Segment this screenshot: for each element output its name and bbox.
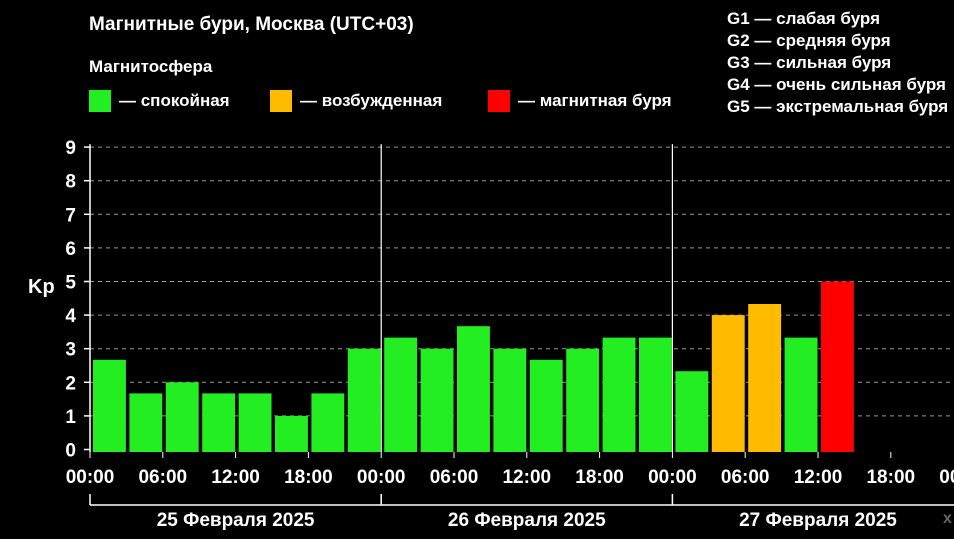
y-tick-label: 6 xyxy=(65,239,76,260)
x-tick-label: 00:00 xyxy=(66,467,115,488)
kp-bar xyxy=(202,393,236,452)
g-scale-g5: G5 — экстремальная буря xyxy=(727,97,949,116)
x-tick-label: 18:00 xyxy=(284,467,333,488)
kp-bar xyxy=(639,337,672,452)
legend-label-storm: — магнитная буря xyxy=(518,91,672,110)
kp-bar xyxy=(602,337,636,452)
y-axis-label: Kp xyxy=(28,276,55,298)
kp-bar xyxy=(748,304,782,452)
y-tick-label: 1 xyxy=(65,407,76,428)
kp-bar xyxy=(493,348,527,452)
legend-label-calm: — спокойная xyxy=(119,91,230,110)
legend-item-active: — возбужденная xyxy=(270,89,442,113)
corner-mark: x xyxy=(943,510,952,527)
kp-bar xyxy=(711,315,745,452)
x-tick-label: 12:00 xyxy=(211,467,260,488)
kp-bar xyxy=(311,393,345,452)
kp-bar xyxy=(675,371,709,452)
kp-bar xyxy=(384,337,418,452)
x-tick-label: 18:00 xyxy=(575,467,624,488)
x-tick-label: 06:00 xyxy=(721,467,770,488)
legend-swatch-calm xyxy=(89,90,111,112)
kp-bar xyxy=(529,359,563,452)
y-tick-label: 9 xyxy=(65,138,76,159)
x-tick-label: 12:00 xyxy=(794,467,843,488)
kp-bar xyxy=(275,415,308,452)
legend-label-active: — возбужденная xyxy=(300,91,443,110)
y-tick-label: 0 xyxy=(65,441,76,462)
kp-bar xyxy=(566,348,600,452)
legend-title: Магнитосфера xyxy=(89,57,213,76)
x-tick-label: 00:00 xyxy=(648,467,697,488)
legend-swatch-active xyxy=(270,90,292,112)
day-label: 27 Февраля 2025 xyxy=(739,510,897,531)
chart-title: Магнитные бури, Москва (UTC+03) xyxy=(89,14,414,35)
y-tick-label: 7 xyxy=(65,205,76,226)
x-tick-label: 18:00 xyxy=(866,467,915,488)
x-tick-label: 00:00 xyxy=(357,467,406,488)
x-tick-label: 12:00 xyxy=(502,467,551,488)
g-scale-g1: G1 — слабая буря xyxy=(727,9,881,28)
legend-item-calm: — спокойная xyxy=(89,89,230,113)
kp-bar xyxy=(457,326,490,452)
y-tick-label: 2 xyxy=(65,373,76,394)
kp-bar xyxy=(93,359,126,452)
x-tick-label: 06:00 xyxy=(138,467,187,488)
day-label: 26 Февраля 2025 xyxy=(448,510,606,531)
legend-item-storm: — магнитная буря xyxy=(488,89,672,113)
y-tick-label: 3 xyxy=(65,340,76,361)
legend-swatch-storm xyxy=(488,90,510,112)
kp-bar xyxy=(420,348,454,452)
kp-bar xyxy=(784,337,818,452)
kp-bar xyxy=(165,382,199,452)
g-scale-g4: G4 — очень сильная буря xyxy=(727,75,946,94)
g-scale-g3: G3 — сильная буря xyxy=(727,53,892,72)
day-label: 25 Февраля 2025 xyxy=(157,510,315,531)
kp-bar xyxy=(347,348,381,452)
kp-bar xyxy=(129,393,163,452)
kp-bar xyxy=(821,281,854,452)
kp-bar xyxy=(238,393,272,452)
y-tick-label: 5 xyxy=(65,273,76,294)
x-tick-label: 00:00 xyxy=(939,467,954,488)
y-tick-label: 4 xyxy=(65,306,76,327)
g-scale-legend: G1 — слабая буря G2 — средняя буря G3 — … xyxy=(727,8,948,118)
x-tick-label: 06:00 xyxy=(430,467,479,488)
g-scale-g2: G2 — средняя буря xyxy=(727,31,891,50)
y-tick-label: 8 xyxy=(65,172,76,193)
